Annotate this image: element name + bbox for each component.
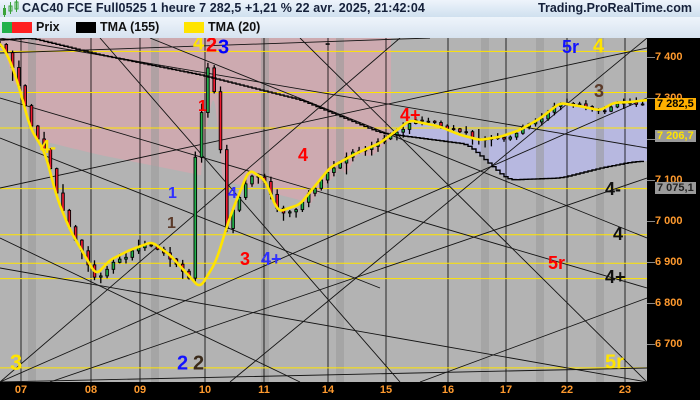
svg-text:5r: 5r xyxy=(562,38,579,57)
svg-text:4+: 4+ xyxy=(400,105,421,125)
svg-text:4: 4 xyxy=(593,38,605,57)
svg-text:3: 3 xyxy=(240,249,250,269)
svg-text:2: 2 xyxy=(193,352,204,374)
svg-text:4: 4 xyxy=(613,224,623,244)
svg-text:4: 4 xyxy=(298,145,308,165)
svg-text:4+: 4+ xyxy=(605,267,626,287)
svg-text:3: 3 xyxy=(594,81,604,101)
svg-text:-: - xyxy=(325,38,330,52)
svg-text:2: 2 xyxy=(177,352,188,374)
svg-text:4: 4 xyxy=(228,185,237,202)
svg-text:3: 3 xyxy=(10,350,22,375)
svg-text:5r: 5r xyxy=(548,253,565,273)
svg-text:1: 1 xyxy=(168,185,177,202)
svg-text:4-: 4- xyxy=(605,179,621,199)
svg-text:4: 4 xyxy=(193,38,205,54)
svg-text:4-: 4- xyxy=(40,137,56,157)
svg-text:3: 3 xyxy=(218,38,229,58)
svg-text:1: 1 xyxy=(167,215,176,232)
svg-text:5r: 5r xyxy=(605,351,624,373)
svg-text:2: 2 xyxy=(206,38,217,56)
svg-text:1: 1 xyxy=(198,98,207,115)
svg-text:4+: 4+ xyxy=(261,249,282,269)
